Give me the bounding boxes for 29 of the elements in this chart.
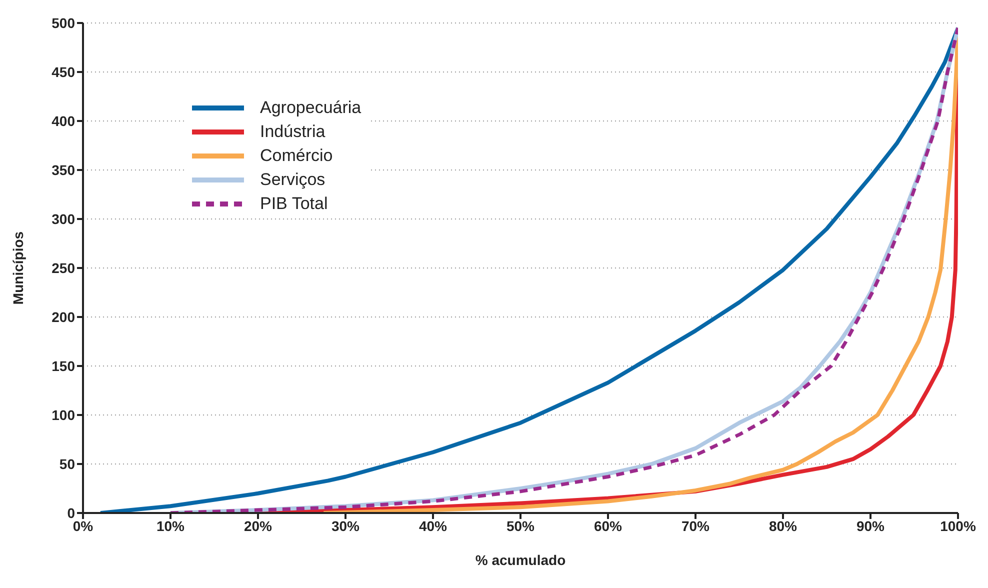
x-tick-label: 10% <box>156 518 186 534</box>
y-tick-label: 200 <box>52 308 76 325</box>
y-tick-label: 150 <box>52 358 76 374</box>
y-tick-label: 350 <box>52 162 76 178</box>
y-tick-label: 100 <box>52 406 76 423</box>
y-tick-label: 0 <box>67 504 76 521</box>
x-tick-label: 60% <box>594 518 623 534</box>
y-tick-label: 250 <box>52 260 76 276</box>
x-axis-title: % acumulado <box>475 552 566 568</box>
y-tick-label: 50 <box>59 456 76 472</box>
legend-label: Indústria <box>260 121 326 143</box>
legend-label: Serviços <box>260 169 326 191</box>
x-tick-label: 50% <box>506 518 536 534</box>
x-tick-label: 100% <box>940 518 976 534</box>
y-tick-label: 500 <box>52 14 76 31</box>
x-tick-label: 90% <box>856 518 886 534</box>
y-axis-title: Municípios <box>10 231 26 305</box>
legend-label: Agropecuária <box>260 97 362 119</box>
x-tick-label: 70% <box>681 518 710 534</box>
x-tick-label: 20% <box>244 518 273 534</box>
legend-label: PIB Total <box>260 193 328 215</box>
x-tick-label: 30% <box>331 518 360 534</box>
x-tick-label: 40% <box>418 518 448 534</box>
x-tick-label: 80% <box>768 518 798 534</box>
y-tick-label: 400 <box>52 112 76 129</box>
legend-label: Comércio <box>260 145 333 167</box>
x-tick-label: 0% <box>72 518 94 534</box>
y-tick-label: 300 <box>52 210 76 227</box>
y-tick-label: 450 <box>52 64 76 80</box>
